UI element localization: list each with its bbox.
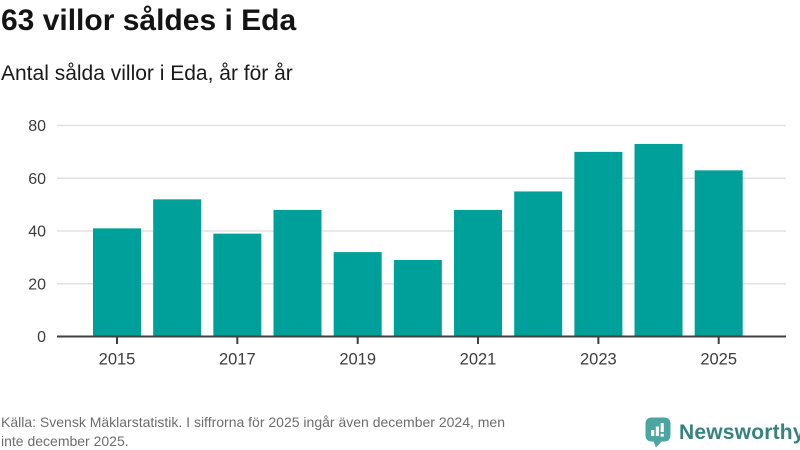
x-tick-label-2021: 2021: [460, 351, 497, 369]
y-tick-label-20: 20: [28, 276, 46, 293]
source-note-line2: inte december 2025.: [1, 433, 129, 449]
x-tick-label-2017: 2017: [219, 351, 256, 369]
bar-2020: [393, 260, 442, 337]
x-tick-label-2025: 2025: [700, 351, 737, 369]
chart-subtitle: Antal sålda villor i Eda, år för år: [1, 62, 293, 85]
newsworthy-logo: Newsworthy: [645, 417, 800, 448]
x-tick-label-2023: 2023: [580, 351, 617, 369]
y-tick-label-60: 60: [28, 171, 46, 188]
y-tick-label-80: 80: [28, 118, 46, 135]
bar-2025: [694, 170, 743, 337]
bar-2024: [634, 143, 683, 337]
bar-2015: [93, 228, 141, 337]
bar-2019: [333, 252, 382, 337]
bar-2016: [153, 199, 202, 337]
source-note: Källa: Svensk Mäklarstatistik. I siffror…: [1, 413, 637, 450]
bar-chart-svg: 0 20 40 60 80 2015 2017 2019 2021 2023 2025: [28, 118, 786, 369]
x-tick-label-2019: 2019: [339, 351, 376, 369]
bar-2021: [454, 209, 503, 337]
y-tick-label-40: 40: [28, 224, 46, 241]
chart-title: 63 villor såldes i Eda: [1, 4, 297, 37]
bar-2017: [213, 233, 262, 337]
y-tick-label-0: 0: [37, 329, 46, 346]
bar-2018: [273, 209, 322, 337]
bar-chart: 0 20 40 60 80 2015 2017 2019 2021 2023 2025: [0, 100, 800, 385]
bar-2022: [514, 191, 563, 337]
source-note-line1: Källa: Svensk Mäklarstatistik. I siffror…: [1, 414, 505, 430]
newsworthy-logo-icon: [645, 417, 671, 448]
bar-2023: [574, 151, 623, 337]
newsworthy-wordmark: Newsworthy: [679, 420, 800, 444]
x-tick-label-2015: 2015: [99, 351, 136, 369]
